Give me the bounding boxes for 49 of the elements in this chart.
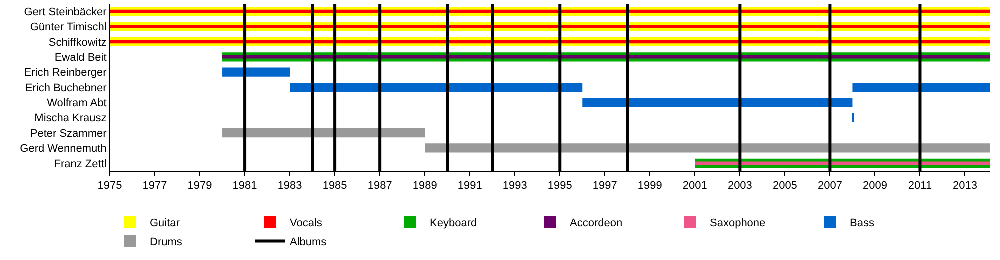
bar bbox=[110, 10, 990, 14]
legend-label: Bass bbox=[850, 218, 875, 230]
y-tick-label: Mischa Krausz bbox=[34, 112, 107, 125]
x-tick-label: 2011 bbox=[908, 180, 932, 192]
x-tick-label: 1985 bbox=[322, 180, 348, 192]
y-tick-label: Günter Timischl bbox=[30, 22, 107, 34]
x-tick-label: 1991 bbox=[458, 180, 482, 192]
x-tick-label: 2013 bbox=[953, 180, 978, 192]
x-tick-label: 1977 bbox=[142, 180, 168, 192]
x-tick-label: 1993 bbox=[502, 180, 528, 192]
x-tick-label: 1983 bbox=[278, 180, 302, 192]
x-tick-label: 1975 bbox=[98, 180, 122, 192]
bar bbox=[222, 68, 290, 77]
bar bbox=[425, 144, 990, 153]
x-tick-label: 1997 bbox=[592, 180, 618, 192]
x-tick-label: 2005 bbox=[772, 180, 798, 192]
y-tick-label: Wolfram Abt bbox=[47, 98, 107, 110]
bar bbox=[222, 128, 426, 138]
x-tick-label: 2009 bbox=[862, 180, 888, 192]
y-tick-label: Gert Steinbäcker bbox=[24, 6, 108, 18]
bar bbox=[582, 98, 853, 108]
y-tick-label: Peter Szammer bbox=[30, 128, 108, 140]
y-tick-label: Erich Reinberger bbox=[24, 67, 108, 80]
legend-label: Accordeon bbox=[570, 218, 623, 230]
x-tick-label: 1989 bbox=[412, 180, 438, 192]
bar bbox=[222, 55, 990, 59]
legend-label: Keyboard bbox=[430, 218, 478, 230]
legend-label: Guitar bbox=[150, 218, 180, 230]
x-tick-label: 1987 bbox=[368, 180, 392, 192]
bar bbox=[852, 82, 990, 92]
bar bbox=[110, 25, 990, 28]
x-tick-label: 1981 bbox=[232, 180, 258, 192]
y-tick-label: Schiffkowitz bbox=[48, 36, 107, 49]
bar bbox=[290, 82, 583, 92]
legend-label: Saxophone bbox=[710, 218, 766, 230]
legend-label: Vocals bbox=[290, 218, 323, 230]
legend-label: Drums bbox=[150, 236, 183, 249]
x-tick-label: 2003 bbox=[728, 180, 752, 192]
x-tick-label: 1999 bbox=[638, 180, 662, 192]
legend-label: Albums bbox=[290, 236, 328, 249]
y-tick-label: Ewald Beit bbox=[54, 52, 107, 64]
y-tick-label: Erich Buchebner bbox=[25, 82, 108, 94]
bar bbox=[695, 162, 990, 166]
y-tick-label: Gerd Wennemuth bbox=[20, 143, 107, 156]
x-tick-label: 1979 bbox=[188, 180, 212, 192]
x-tick-label: 2001 bbox=[682, 180, 708, 192]
x-tick-label: 2007 bbox=[818, 180, 842, 192]
y-tick-label: Franz Zettl bbox=[54, 158, 107, 170]
x-tick-label: 1995 bbox=[548, 180, 572, 192]
